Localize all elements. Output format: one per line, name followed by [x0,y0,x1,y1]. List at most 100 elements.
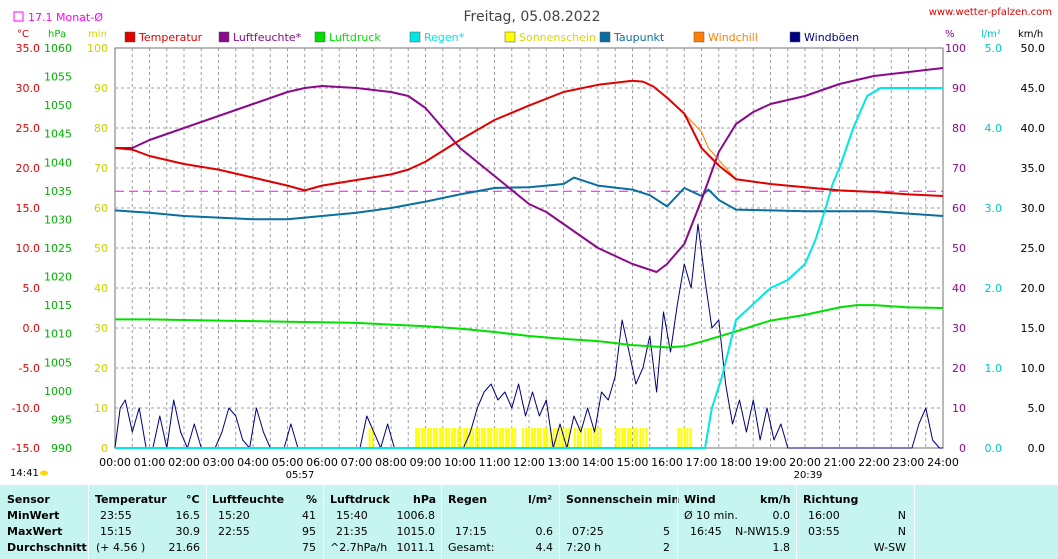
sunshine-bar [442,428,445,448]
sunshine-bar [642,428,645,448]
rain-unit-label: l/m² [981,29,1001,40]
temperatur-line [114,79,944,197]
hum-min-value: 41 [302,509,316,522]
sunshine-bar [496,428,499,448]
pressure-tick-label: 1015 [44,299,72,312]
stats-header-sunshine: Sonnenschein min [566,493,680,506]
legend-swatch-windb-en [789,31,801,43]
website-label[interactable]: www.wetter-pfalzen.com [929,7,1052,18]
pressure-tick-label: 990 [51,442,72,455]
x-tick-label: 17:00 [686,456,718,469]
sunshine-bar [475,428,478,448]
x-tick-label: 14:00 [582,456,614,469]
sunshine-bar [528,428,531,448]
temp-max-time: 15:15 [100,525,132,538]
luftfeuchte-line [115,67,944,273]
dir-min-value: N [897,509,906,522]
humidity-tick-label: 90 [952,82,966,95]
stats-header-wind-unit: km/h [760,493,791,506]
humidity-tick-label: 60 [952,202,966,215]
rain-max-value: 0.6 [535,525,554,538]
legend: Temperatur Luftfeuchte* Luftdruck Regen* Son… [124,31,859,44]
wind-min-value: 0.0 [772,509,791,522]
sun-tick-label: 30 [94,322,108,335]
sunrise-label: 05:57 [286,470,315,481]
sunshine-bar [430,428,433,448]
sunshine-bar [552,428,555,448]
sunshine-bar [445,428,448,448]
wind-avg-value: 1.8 [772,541,791,554]
pressure-tick-label: 1010 [44,328,72,341]
sunshine-bar [522,428,525,448]
dir-avg-value: W-SW [873,541,906,554]
sunshine-bar [677,428,680,448]
wind-tick-label: 5.0 [1028,402,1046,415]
sun-unit-label: min [88,29,107,40]
monthly-avg-label: 17.1 Monat-Ø [28,11,103,24]
legend-swatch-temperatur [124,31,136,43]
x-tick-label: 07:00 [341,456,373,469]
temp-tick-label: 15.0 [16,202,41,215]
sun-tick-label: 90 [94,82,108,95]
temp-max-value: 30.9 [175,525,201,538]
windb-en-line [114,223,943,449]
sunshine-bar [537,428,540,448]
stats-header-pressure-unit: hPa [413,493,437,506]
pressure-tick-label: 1060 [44,42,72,55]
legend-swatch-windchill [693,31,705,43]
sunshine-bar [531,428,534,448]
rain-tick-label: 3.0 [985,202,1003,215]
sunshine-bar [546,428,549,448]
legend-label-luftfeuchte: Luftfeuchte* [233,31,302,44]
monthly-avg-icon [13,11,24,22]
sunshine-bar [564,428,567,448]
humidity-tick-label: 100 [945,42,966,55]
sunshine-bar [502,428,505,448]
sunshine-bar [686,428,689,448]
wind-tick-label: 50.0 [1021,42,1046,55]
x-tick-label: 05:00 [272,456,304,469]
sunshine-bar [457,428,460,448]
legend-swatch-taupunkt [599,31,611,43]
weather-chart: Freitag, 05.08.2022 www.wetter-pfalzen.c… [10,7,1052,481]
humidity-unit-label: % [945,29,955,40]
temp-tick-label: 35.0 [16,42,41,55]
sunshine-bar [540,428,543,448]
sunshine-bar [472,428,475,448]
pres-max-time: 21:35 [336,525,368,538]
x-tick-label: 22:00 [858,456,890,469]
pressure-tick-label: 1050 [44,99,72,112]
x-tick-label: 21:00 [824,456,856,469]
pres-min-value: 1006.8 [396,509,436,522]
sunshine-bar [632,428,635,448]
x-tick-label: 20:00 [789,456,821,469]
axes: 00:00 01:00 02:00 03:00 04:00 05:00 06:00 07:00… [12,42,1045,469]
stats-header-rain-unit: l/m² [528,493,553,506]
sunshine-bar [418,428,421,448]
wind-tick-label: 45.0 [1021,82,1046,95]
dir-max-value: N [897,525,906,538]
sunshine-bar [683,428,686,448]
legend-label-regen: Regen* [424,31,465,44]
x-tick-label: 16:00 [651,456,683,469]
wind-max-time: 16:45 [690,525,722,538]
rain-tick-label: 1.0 [985,362,1003,375]
sunshine-bar [549,428,552,448]
sunshine-bar [481,428,484,448]
sunshine-bar [525,428,528,448]
sun-tick-label: 50 [94,242,108,255]
legend-label-luftdruck: Luftdruck [329,31,381,44]
sunset-label: 20:39 [794,470,823,481]
pressure-tick-label: 1045 [44,128,72,141]
stats-header-humidity: Luftfeuchte [212,493,285,506]
x-tick-label: 12:00 [513,456,545,469]
x-tick-label: 00:00 [99,456,131,469]
sunshine-bar [371,428,374,448]
stats-header-temperature: Temperatur [95,493,167,506]
wind-avg10-label: Ø 10 min. [684,509,738,522]
wind-tick-label: 30.0 [1021,202,1046,215]
temp-tick-label: 25.0 [16,122,41,135]
stats-table: Sensor MinWert MaxWert Durchschnitt Temp… [0,485,1058,559]
luftdruck-line [115,304,944,349]
sunshine-bar [415,428,418,448]
